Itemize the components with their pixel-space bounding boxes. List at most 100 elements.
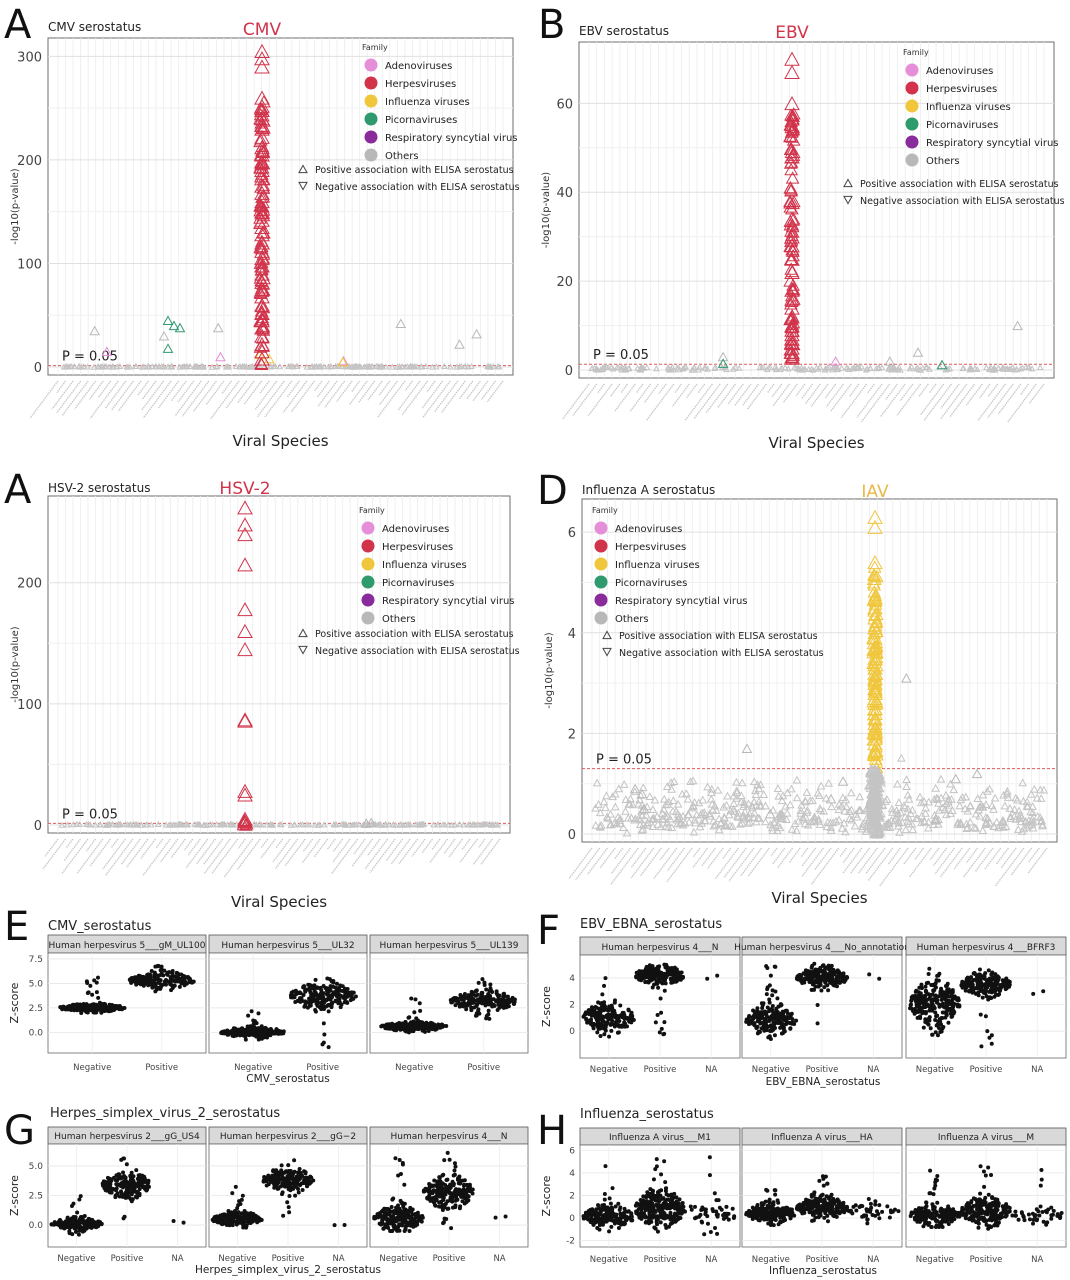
data-point-other xyxy=(749,777,759,786)
data-point-other xyxy=(948,806,957,815)
data-point-other xyxy=(945,800,954,809)
data-point-other xyxy=(733,812,743,821)
data-point-other xyxy=(419,820,427,827)
data-point-peak xyxy=(237,517,253,532)
x-tick-label xyxy=(411,838,426,857)
x-tick-label xyxy=(243,380,263,405)
data-point xyxy=(179,972,184,977)
x-tick-label xyxy=(692,847,709,868)
x-tick-label xyxy=(800,847,809,858)
data-point xyxy=(603,976,608,981)
data-point xyxy=(672,965,677,970)
data-point-other xyxy=(962,824,972,832)
data-point-other xyxy=(759,790,769,798)
data-point xyxy=(593,1014,598,1019)
data-point-other xyxy=(982,364,990,371)
x-tick-label xyxy=(236,380,255,404)
legend-label: Herpesviruses xyxy=(615,542,686,553)
data-point-other xyxy=(669,777,679,786)
data-point xyxy=(679,970,684,975)
data-point xyxy=(453,995,458,1000)
data-point-other xyxy=(931,816,941,825)
data-point xyxy=(656,985,661,990)
data-point-other xyxy=(1019,796,1028,805)
data-point-other xyxy=(347,363,355,370)
data-point xyxy=(652,970,657,975)
data-point xyxy=(480,1001,485,1006)
data-point-peak xyxy=(785,320,800,334)
panel-title: CMV serostatus xyxy=(48,20,141,34)
legend-label: Adenoviruses xyxy=(382,524,449,535)
data-point xyxy=(660,981,665,986)
data-point-other xyxy=(946,365,954,372)
data-point xyxy=(823,978,828,983)
data-point-other xyxy=(287,821,295,828)
data-point-other xyxy=(345,821,353,828)
data-point-other xyxy=(894,816,903,825)
data-point xyxy=(600,1004,605,1009)
data-point xyxy=(409,996,414,1001)
data-point xyxy=(318,991,323,996)
data-point xyxy=(596,1026,601,1031)
data-point xyxy=(931,988,936,993)
data-point-other xyxy=(152,363,159,370)
data-point-other xyxy=(921,803,931,812)
data-point xyxy=(96,995,101,1000)
legend-swatch xyxy=(594,575,608,589)
data-point-other xyxy=(912,365,920,372)
x-tick-label xyxy=(995,847,1010,865)
data-point xyxy=(471,992,476,997)
data-point xyxy=(924,981,929,986)
data-point-other xyxy=(955,801,965,810)
y-tick-label: 0 xyxy=(565,364,573,379)
x-tick-label xyxy=(1027,847,1048,874)
x-tick-label xyxy=(658,383,667,395)
data-point xyxy=(301,984,306,989)
data-point xyxy=(416,1018,421,1023)
data-point-peak xyxy=(253,240,267,254)
data-point-others xyxy=(912,347,924,357)
data-point xyxy=(337,985,342,990)
data-point-other xyxy=(608,364,615,371)
x-tick-label: Positive xyxy=(145,1063,178,1073)
data-point xyxy=(935,1023,940,1028)
data-point xyxy=(288,993,293,998)
data-point-other xyxy=(492,820,500,827)
x-tick-label xyxy=(51,380,74,410)
data-point xyxy=(648,978,653,983)
data-point xyxy=(512,1002,517,1007)
data-point-other xyxy=(469,821,477,828)
data-point xyxy=(781,1027,786,1032)
data-point-peak xyxy=(255,313,270,326)
x-tick-label xyxy=(643,383,659,404)
data-point xyxy=(152,972,157,977)
data-point-other xyxy=(723,366,730,373)
data-point xyxy=(67,1229,72,1234)
data-point xyxy=(129,980,134,985)
data-point-other xyxy=(770,818,780,827)
data-point xyxy=(968,979,973,984)
data-point xyxy=(756,1029,761,1034)
y-axis-label: -log10(p-value) xyxy=(541,172,552,248)
x-tick-label xyxy=(398,838,419,865)
data-point xyxy=(313,1008,318,1013)
data-point xyxy=(98,1008,103,1013)
facet-strip-label: Human herpesvirus 4___N xyxy=(602,943,719,953)
data-point-other xyxy=(213,362,221,369)
x-tick-label xyxy=(141,380,157,400)
data-point xyxy=(637,969,642,974)
data-point-other xyxy=(851,809,861,818)
x-tick-label xyxy=(351,838,374,867)
data-point xyxy=(788,1026,793,1031)
data-point-peak xyxy=(868,713,883,727)
data-point xyxy=(172,979,177,984)
plot-area xyxy=(47,495,511,834)
data-point-other xyxy=(663,799,673,808)
x-tick-label xyxy=(369,838,396,873)
data-point xyxy=(338,993,343,998)
data-point-other xyxy=(184,821,192,828)
data-point-other xyxy=(825,363,833,370)
data-point xyxy=(153,989,158,994)
data-point-other xyxy=(822,365,829,372)
